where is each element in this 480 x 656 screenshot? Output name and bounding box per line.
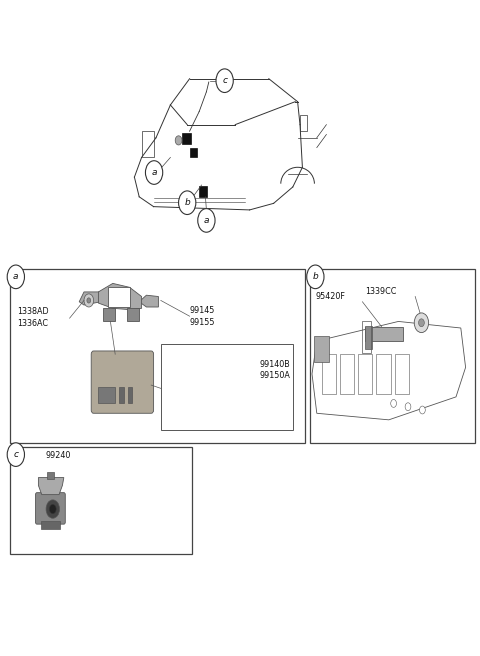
Bar bbox=[10, 269, 305, 443]
Bar bbox=[199, 186, 207, 197]
Text: 99240: 99240 bbox=[46, 451, 71, 461]
Polygon shape bbox=[38, 478, 64, 495]
Text: 1336AC: 1336AC bbox=[17, 319, 48, 328]
Circle shape bbox=[307, 265, 324, 289]
Circle shape bbox=[420, 406, 425, 414]
Bar bbox=[10, 447, 192, 554]
Text: c: c bbox=[13, 450, 18, 459]
FancyBboxPatch shape bbox=[36, 493, 65, 524]
Bar bbox=[300, 115, 307, 131]
Circle shape bbox=[419, 319, 424, 327]
Circle shape bbox=[198, 209, 215, 232]
Bar bbox=[182, 133, 191, 144]
Polygon shape bbox=[139, 295, 158, 307]
Text: 99150A: 99150A bbox=[259, 371, 290, 380]
Bar bbox=[365, 326, 372, 349]
Bar bbox=[322, 354, 336, 394]
FancyBboxPatch shape bbox=[91, 351, 154, 413]
Text: a: a bbox=[204, 216, 209, 225]
Bar bbox=[41, 521, 60, 529]
Bar bbox=[314, 336, 329, 362]
Text: 99145: 99145 bbox=[190, 306, 215, 315]
Bar bbox=[47, 472, 54, 479]
Text: b: b bbox=[184, 198, 190, 207]
Bar bbox=[161, 344, 293, 430]
Circle shape bbox=[175, 136, 182, 145]
Text: c: c bbox=[222, 76, 227, 85]
Bar bbox=[108, 287, 130, 307]
Polygon shape bbox=[79, 292, 101, 305]
Bar bbox=[376, 354, 391, 394]
Bar bbox=[142, 131, 154, 157]
Circle shape bbox=[87, 298, 91, 303]
Bar bbox=[358, 354, 372, 394]
Circle shape bbox=[7, 443, 24, 466]
Text: 99140B: 99140B bbox=[259, 359, 290, 369]
Bar bbox=[128, 387, 132, 403]
Bar bbox=[340, 354, 354, 394]
Polygon shape bbox=[103, 308, 115, 321]
Bar bbox=[98, 387, 115, 403]
Circle shape bbox=[84, 294, 94, 307]
Bar bbox=[365, 327, 403, 341]
Circle shape bbox=[405, 403, 411, 411]
Bar bbox=[395, 354, 409, 394]
Circle shape bbox=[46, 500, 60, 518]
Circle shape bbox=[216, 69, 233, 92]
Bar bbox=[310, 269, 475, 443]
Text: a: a bbox=[151, 168, 157, 177]
Bar bbox=[362, 321, 371, 353]
Text: 1339CC: 1339CC bbox=[365, 287, 396, 296]
Text: 95420F: 95420F bbox=[316, 292, 346, 301]
Circle shape bbox=[145, 161, 163, 184]
Polygon shape bbox=[98, 283, 142, 310]
Text: 99155: 99155 bbox=[190, 318, 215, 327]
Circle shape bbox=[179, 191, 196, 215]
Circle shape bbox=[49, 504, 56, 514]
Text: b: b bbox=[312, 272, 318, 281]
Bar bbox=[190, 148, 197, 157]
Text: a: a bbox=[13, 272, 19, 281]
Circle shape bbox=[414, 313, 429, 333]
Circle shape bbox=[391, 400, 396, 407]
Text: 1338AD: 1338AD bbox=[17, 307, 48, 316]
Circle shape bbox=[7, 265, 24, 289]
Bar bbox=[119, 387, 124, 403]
Polygon shape bbox=[127, 308, 139, 321]
